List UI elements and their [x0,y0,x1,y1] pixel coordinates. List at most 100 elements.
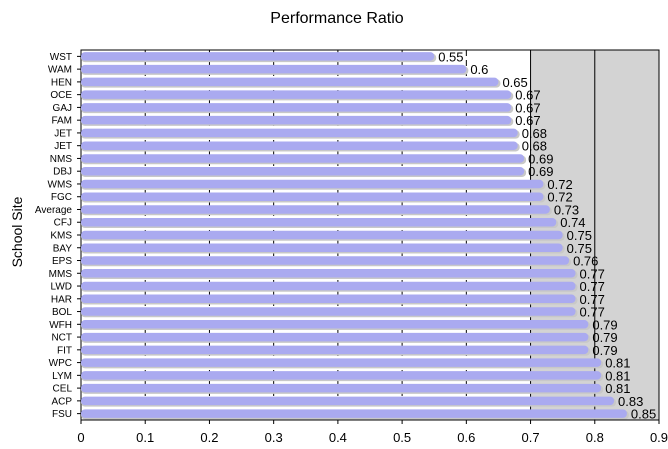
bar [81,103,512,112]
bar [81,294,576,304]
bar [81,371,602,380]
bar [81,205,550,214]
bar [81,281,576,291]
data-label: 0.73 [554,202,579,217]
x-tick-label: 0.3 [265,430,283,445]
category-label: OCE [50,90,72,101]
category-label: CEL [53,384,73,395]
data-label: 0.55 [438,49,463,64]
y-axis-title: School Site [9,196,25,267]
category-label: MMS [49,269,73,280]
bar [81,179,544,189]
chart-title: Performance Ratio [270,10,403,27]
category-label: CFJ [54,218,72,229]
category-label: KMS [50,231,72,242]
bar [81,77,499,87]
bar [81,383,602,393]
data-label: 0.72 [547,177,572,192]
category-label: Average [35,205,73,216]
x-tick-label: 0.4 [329,430,347,445]
bar [81,230,563,240]
category-label: EPS [52,256,72,267]
category-label: HEN [51,77,72,88]
category-label: LYM [52,371,72,382]
data-label: 0.79 [592,317,617,332]
bar [81,90,512,99]
category-label: FSU [52,409,72,420]
data-label: 0.79 [592,330,617,345]
data-label: 0.81 [605,368,630,383]
data-label: 0.81 [605,356,630,371]
data-label: 0.67 [515,113,540,128]
bar [81,217,557,227]
category-label: WFH [49,320,72,331]
data-label: 0.72 [547,190,572,205]
x-tick-label: 0.8 [586,430,604,445]
category-label: FIT [57,345,72,356]
data-label: 0.85 [631,407,656,422]
bar [81,128,518,138]
data-label: 0.75 [567,241,592,256]
data-label: 0.67 [515,100,540,115]
data-label: 0.77 [580,279,605,294]
x-tick-label: 0.2 [200,430,218,445]
x-tick-label: 0.6 [457,430,475,445]
bar [81,332,589,342]
category-label: NCT [51,333,72,344]
data-label: 0.68 [522,139,547,154]
bar [81,64,467,74]
category-label: FAM [51,116,72,127]
bar [81,256,570,265]
x-tick-label: 0 [77,430,84,445]
category-label: JET [54,141,72,152]
category-label: DBJ [53,167,72,178]
bar [81,358,602,367]
data-label: 0.6 [470,62,488,77]
bar [81,307,576,316]
plot-area: WST 0.55 WAM 0.6 HEN 0.65 OCE 0.67 GAJ 0.67 FAM 0.6… [35,49,668,445]
bar [81,269,576,278]
bar [81,345,589,355]
data-label: 0.79 [592,343,617,358]
data-label: 0.68 [522,126,547,141]
category-label: WAM [48,65,72,76]
bar [81,154,525,163]
data-label: 0.81 [605,381,630,396]
x-tick-label: 0.7 [522,430,540,445]
data-label: 0.77 [580,266,605,281]
bar [81,409,627,418]
x-tick-label: 0.9 [650,430,668,445]
category-label: WST [50,52,72,63]
bar [81,52,435,61]
x-tick-label: 0.1 [136,430,154,445]
data-label: 0.69 [528,151,553,166]
bar [81,166,525,176]
category-label: JET [54,128,72,139]
category-label: NMS [50,154,73,165]
data-label: 0.77 [580,292,605,307]
category-label: BAY [53,243,73,254]
bar [81,141,518,150]
x-tick-label: 0.5 [393,430,411,445]
category-label: BOL [52,307,72,318]
category-label: WMS [48,179,73,190]
data-label: 0.76 [573,254,598,269]
data-label: 0.67 [515,88,540,103]
data-label: 0.75 [567,228,592,243]
category-label: GAJ [53,103,72,114]
bar [81,192,544,201]
bar [81,320,589,329]
category-label: ACP [51,396,72,407]
data-label: 0.69 [528,164,553,179]
category-label: LWD [51,282,72,293]
data-label: 0.65 [502,75,527,90]
bar [81,396,615,406]
data-label: 0.77 [580,305,605,320]
category-label: WPC [49,358,72,369]
bar [81,115,512,125]
category-label: FGC [51,192,72,203]
data-label: 0.83 [618,394,643,409]
bar [81,243,563,253]
category-label: HAR [51,294,72,305]
